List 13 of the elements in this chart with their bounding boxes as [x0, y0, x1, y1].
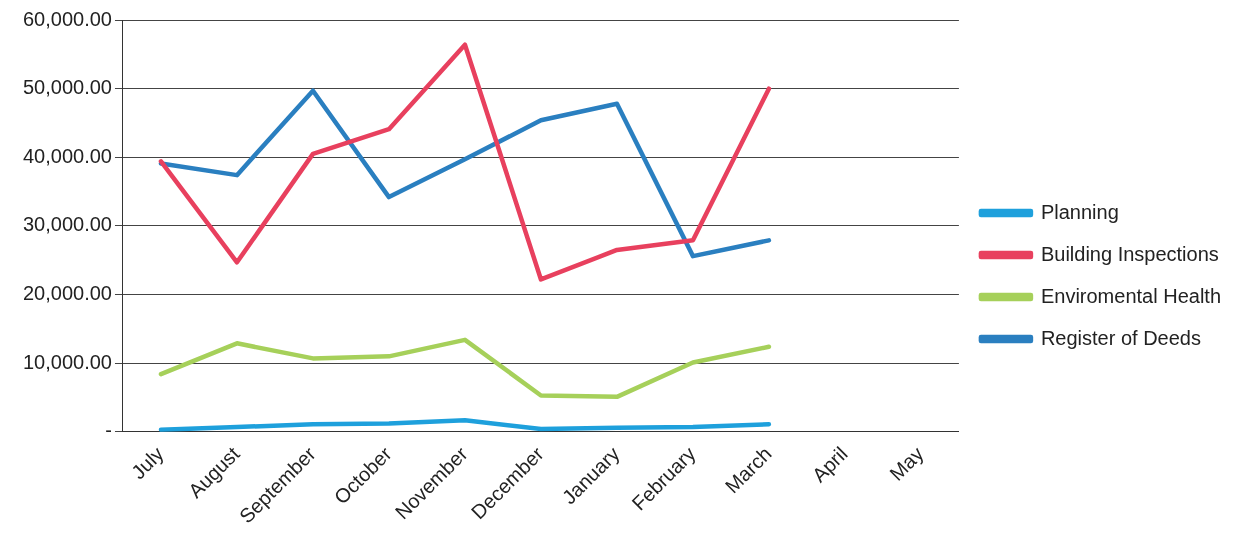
x-tick-label: May [885, 442, 928, 485]
y-tick-label: 50,000.00 [22, 76, 112, 99]
legend-label: Enviromental Health [1040, 284, 1222, 307]
y-tick-label: 30,000.00 [22, 213, 112, 236]
y-tick-label: 10,000.00 [22, 350, 112, 373]
legend-label: Building Inspections [1040, 242, 1219, 265]
legend-label: Register of Deeds [1040, 326, 1201, 349]
y-tick-label: 20,000.00 [22, 282, 112, 305]
x-tick-label: July [126, 442, 168, 484]
y-tick-label: 60,000.00 [22, 7, 112, 30]
legend-label: Planning [1040, 200, 1119, 223]
y-tick-label: - [105, 419, 112, 442]
y-tick-label: 40,000.00 [22, 144, 112, 167]
